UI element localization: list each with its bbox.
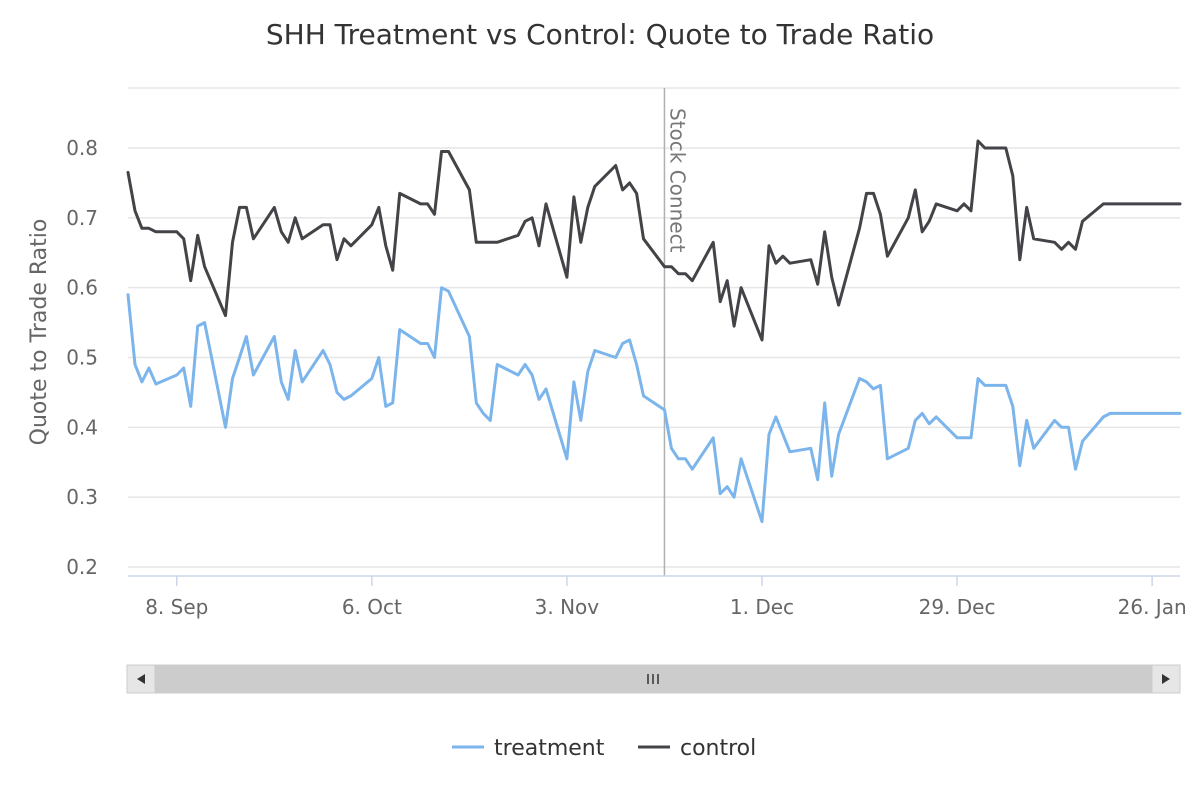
series-layer: [126, 139, 1182, 524]
arrow-left-icon: [137, 674, 145, 684]
scrollbar-grip-icon[interactable]: [647, 674, 659, 684]
y-tick-label: 0.2: [66, 555, 98, 579]
scroll-right-button[interactable]: [1151, 664, 1181, 694]
y-tick-label: 0.5: [66, 346, 98, 370]
legend-label: treatment: [494, 736, 605, 761]
x-axis: 8. Sep 6. Oct 3. Nov 1. Dec 29. Dec 26. Jan: [128, 575, 1187, 619]
scroll-left-button[interactable]: [126, 664, 156, 694]
series-line-treatment: [126, 286, 1182, 524]
x-tick-label: 6. Oct: [342, 595, 402, 619]
x-tick-label: 29. Dec: [919, 595, 996, 619]
x-tick-label: 26. Jan: [1118, 595, 1187, 619]
y-axis: 0.2 0.3 0.4 0.5 0.6 0.7 0.8: [66, 136, 98, 579]
legend-item-treatment[interactable]: treatment: [452, 736, 605, 761]
chart-title: SHH Treatment vs Control: Quote to Trade…: [266, 18, 934, 51]
y-tick-label: 0.3: [66, 485, 98, 509]
y-axis-title: Quote to Trade Ratio: [27, 219, 52, 446]
x-tick-label: 1. Dec: [730, 595, 794, 619]
y-tick-label: 0.6: [66, 276, 98, 300]
legend: treatment control: [452, 736, 756, 761]
series-line-control: [126, 139, 1182, 342]
legend-item-control[interactable]: control: [638, 736, 756, 761]
navigator-scrollbar[interactable]: [126, 664, 1181, 694]
grid: [128, 87, 1180, 568]
stock-connect-plotline: Stock Connect: [663, 88, 689, 576]
arrow-right-icon: [1162, 674, 1170, 684]
y-tick-label: 0.8: [66, 136, 98, 160]
x-tick-label: 3. Nov: [535, 595, 600, 619]
y-tick-label: 0.4: [66, 415, 98, 439]
plotline-label: Stock Connect: [665, 108, 689, 253]
y-tick-label: 0.7: [66, 206, 98, 230]
x-tick-label: 8. Sep: [145, 595, 208, 619]
legend-label: control: [680, 736, 756, 761]
